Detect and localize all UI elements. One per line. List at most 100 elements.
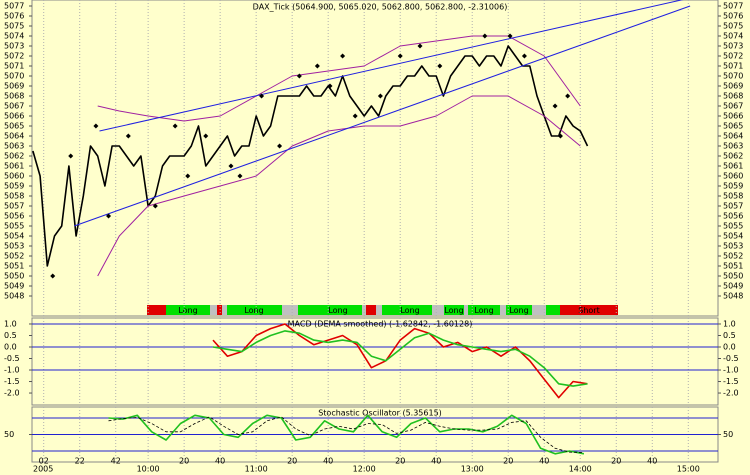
x-tick-label: 02 — [39, 457, 49, 466]
x-tick-label: 40 — [323, 457, 333, 466]
swing-marker — [377, 93, 383, 99]
series-line — [108, 414, 585, 455]
swing-marker — [185, 173, 191, 179]
y-tick-label: 5061 — [723, 162, 743, 171]
y-tick-label: 5070 — [723, 72, 743, 81]
x-tick-label: 14:00 — [569, 465, 592, 474]
y-tick-label: 5074 — [723, 32, 743, 41]
swing-marker — [437, 63, 443, 69]
y-tick-label: 5052 — [723, 252, 743, 261]
y-tick-label: 5074 — [4, 32, 24, 41]
series-line — [108, 416, 584, 453]
swing-marker — [340, 53, 346, 59]
swing-marker — [259, 93, 265, 99]
y-tick-label: 5064 — [4, 132, 24, 141]
y-tick-label: -0.5 — [723, 354, 739, 363]
series-line — [74, 5, 691, 227]
swing-marker — [314, 63, 320, 69]
y-tick-label: 5069 — [723, 82, 743, 91]
x-tick-label: 22 — [75, 457, 85, 466]
y-tick-label: -1.5 — [723, 377, 739, 386]
y-tick-label: 5054 — [723, 232, 743, 241]
signal-short — [217, 305, 222, 315]
signal-flat — [222, 305, 227, 315]
y-tick-label: 5071 — [723, 62, 743, 71]
y-tick-label: 5049 — [723, 282, 743, 291]
swing-marker — [352, 113, 358, 119]
swing-marker — [50, 273, 56, 279]
y-tick-label: 5072 — [4, 52, 24, 61]
series-line — [212, 323, 588, 399]
y-tick-label: 50 — [723, 430, 733, 439]
y-tick-label: -2.0 — [4, 389, 20, 398]
x-tick-label: 12:00 — [353, 465, 376, 474]
y-tick-label: 5077 — [4, 2, 24, 11]
signal-long — [444, 305, 464, 315]
x-tick-label: 20 — [611, 457, 621, 466]
y-tick-label: 5053 — [4, 242, 24, 251]
y-tick-label: 5073 — [4, 42, 24, 51]
swing-marker — [203, 133, 209, 139]
series-line — [32, 45, 589, 267]
signal-label: Long — [444, 306, 463, 315]
main-panel — [31, 0, 719, 317]
y-tick-label: 5055 — [4, 222, 24, 231]
y-tick-label: 1.0 — [4, 319, 17, 328]
x-tick-label: 40 — [539, 457, 549, 466]
y-tick-label: -1.5 — [4, 377, 20, 386]
series-line — [97, 95, 581, 277]
y-tick-label: -1.0 — [4, 366, 20, 375]
y-tick-label: 5048 — [4, 292, 24, 301]
signal-label: Long — [178, 306, 197, 315]
y-tick-label: 0.5 — [4, 331, 17, 340]
y-tick-label: 5051 — [4, 262, 24, 271]
x-tick-label: 13:00 — [461, 465, 484, 474]
y-tick-label: 5050 — [4, 272, 24, 281]
x-tick-label: 10:00 — [137, 465, 160, 474]
panel-title: DAX_Tick (5064.900, 5065.020, 5062.800, … — [253, 3, 508, 12]
swing-marker — [152, 203, 158, 209]
swing-marker — [228, 163, 234, 169]
signal-short — [147, 305, 166, 315]
series-line — [99, 0, 684, 132]
x-tick-label: 15:00 — [677, 465, 700, 474]
y-tick-label: 0.0 — [723, 343, 736, 352]
x-tick-label: 42 — [111, 457, 121, 466]
y-tick-label: 5057 — [723, 202, 743, 211]
swing-marker — [237, 173, 243, 179]
signal-short — [366, 305, 376, 315]
y-tick-label: 5066 — [4, 112, 24, 121]
swing-marker — [565, 93, 571, 99]
swing-marker — [521, 53, 527, 59]
signal-long — [382, 305, 432, 315]
signal-long — [468, 305, 500, 315]
x-tick-label: 20 — [395, 457, 405, 466]
signal-flat — [210, 305, 217, 315]
y-tick-label: 5053 — [723, 242, 743, 251]
swing-marker — [482, 33, 488, 39]
y-tick-label: 0.5 — [723, 331, 736, 340]
y-tick-label: -2.0 — [723, 389, 739, 398]
y-tick-label: 5075 — [723, 22, 743, 31]
y-tick-label: 5062 — [4, 152, 24, 161]
macd-panel — [31, 317, 719, 406]
panel-title: Stochastic Oscillator (5.35615) — [318, 409, 442, 418]
y-tick-label: 5060 — [723, 172, 743, 181]
y-tick-label: 5049 — [4, 282, 24, 291]
y-tick-label: 5068 — [4, 92, 24, 101]
signal-label: Long — [509, 306, 528, 315]
x-tick-label: 20 — [503, 457, 513, 466]
signal-bar: Long Long Long Long Long Long Long Short — [147, 305, 618, 315]
y-tick-label: 5061 — [4, 162, 24, 171]
signal-label: Long — [328, 306, 347, 315]
y-tick-label: 5059 — [4, 182, 24, 191]
signal-label: Long — [244, 306, 263, 315]
y-tick-label: 50 — [4, 430, 14, 439]
y-tick-label: 5058 — [723, 192, 743, 201]
swing-marker — [552, 103, 558, 109]
y-tick-label: 5056 — [4, 212, 24, 221]
panel-title: MACD (DEMA smoothed) (-1.62842, -1.60128… — [288, 320, 473, 329]
y-tick-label: 5059 — [723, 182, 743, 191]
y-tick-label: 5064 — [723, 132, 743, 141]
swing-marker — [277, 143, 283, 149]
